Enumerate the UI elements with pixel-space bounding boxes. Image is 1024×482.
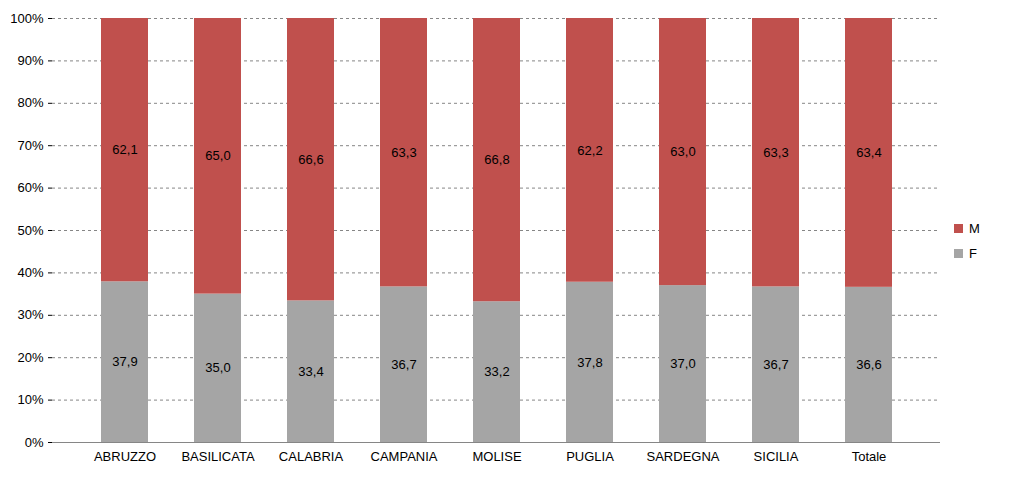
html-text:F: F	[969, 246, 977, 261]
svg-text:50%: 50%	[17, 223, 43, 238]
svg-text:37,9: 37,9	[112, 354, 137, 369]
svg-text:66,8: 66,8	[484, 152, 509, 167]
svg-text:BASILICATA: BASILICATA	[181, 449, 255, 464]
svg-text:100%: 100%	[10, 11, 44, 26]
svg-text:36,7: 36,7	[763, 357, 788, 372]
svg-text:CALABRIA: CALABRIA	[279, 449, 344, 464]
svg-text:35,0: 35,0	[205, 360, 230, 375]
svg-text:63,0: 63,0	[670, 144, 695, 159]
svg-text:40%: 40%	[17, 265, 43, 280]
svg-text:36,7: 36,7	[391, 357, 416, 372]
svg-text:62,2: 62,2	[577, 143, 602, 158]
svg-text:SICILIA: SICILIA	[754, 449, 799, 464]
svg-text:36,6: 36,6	[856, 357, 881, 372]
svg-text:ABRUZZO: ABRUZZO	[94, 449, 156, 464]
svg-text:Totale: Totale	[852, 449, 887, 464]
svg-text:20%: 20%	[17, 350, 43, 365]
svg-text:65,0: 65,0	[205, 148, 230, 163]
svg-text:37,8: 37,8	[577, 355, 602, 370]
svg-text:10%: 10%	[17, 392, 43, 407]
svg-text:90%: 90%	[17, 53, 43, 68]
svg-text:30%: 30%	[17, 307, 43, 322]
svg-text:0%: 0%	[25, 435, 44, 450]
svg-text:80%: 80%	[17, 95, 43, 110]
svg-text:60%: 60%	[17, 180, 43, 195]
svg-text:37,0: 37,0	[670, 356, 695, 371]
svg-text:33,4: 33,4	[298, 364, 323, 379]
svg-text:CAMPANIA: CAMPANIA	[371, 449, 438, 464]
svg-text:66,6: 66,6	[298, 152, 323, 167]
svg-text:63,3: 63,3	[763, 145, 788, 160]
svg-text:MOLISE: MOLISE	[472, 449, 521, 464]
svg-text:62,1: 62,1	[112, 142, 137, 157]
svg-text:63,4: 63,4	[856, 145, 881, 160]
html-text:M: M	[969, 221, 980, 236]
svg-text:33,2: 33,2	[484, 364, 509, 379]
svg-text:63,3: 63,3	[391, 145, 416, 160]
svg-text:PUGLIA: PUGLIA	[566, 449, 614, 464]
svg-text:70%: 70%	[17, 138, 43, 153]
svg-text:SARDEGNA: SARDEGNA	[647, 449, 720, 464]
